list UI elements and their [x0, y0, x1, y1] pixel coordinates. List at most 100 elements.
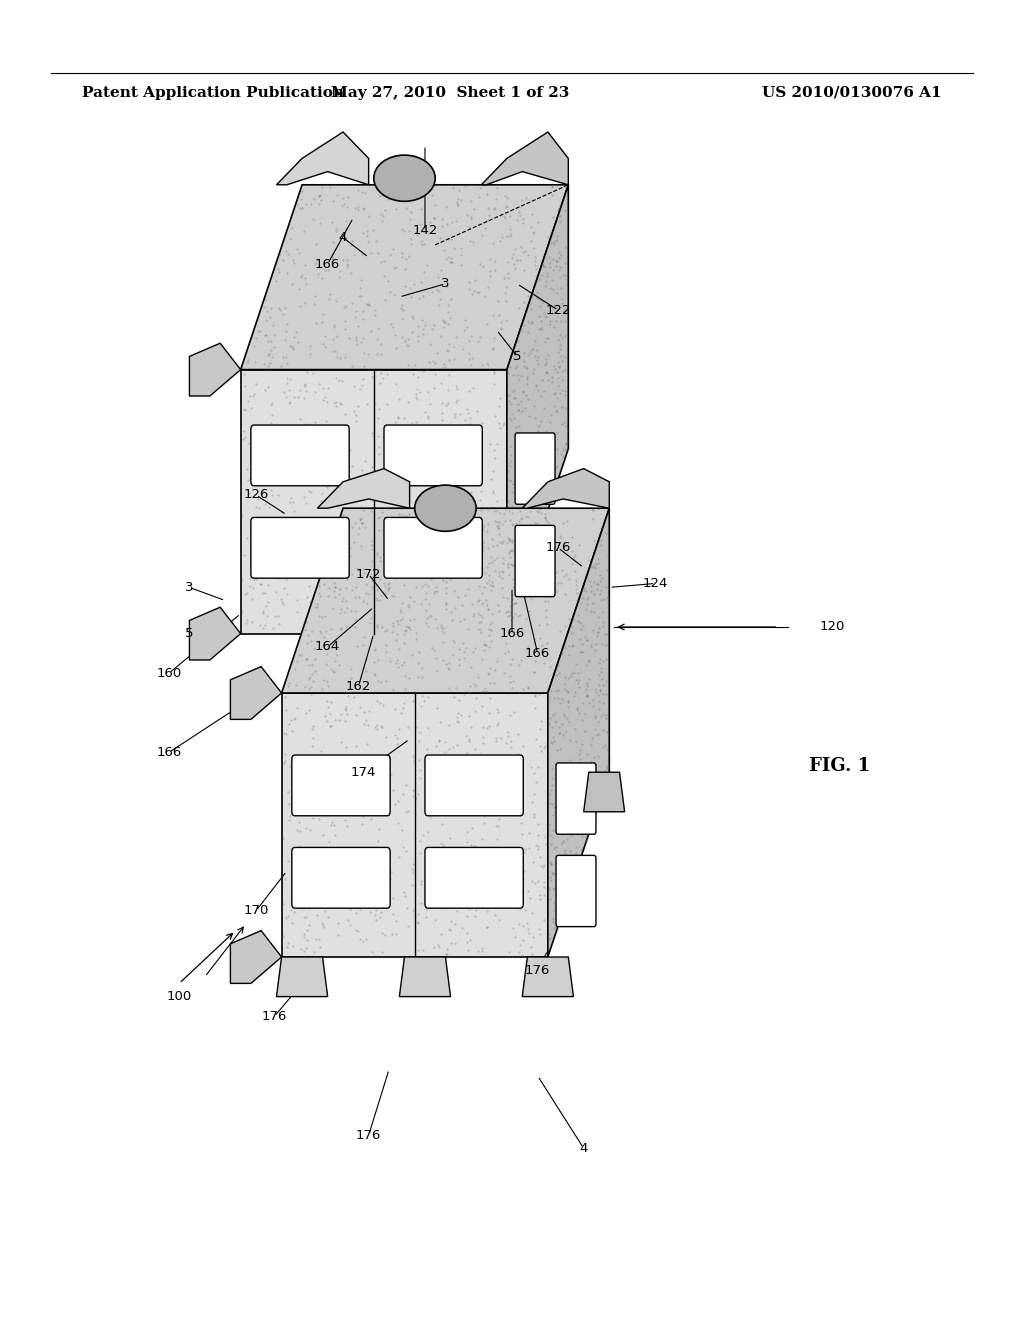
Point — [388, 565, 404, 586]
Point — [402, 286, 419, 308]
Point — [292, 836, 308, 857]
Point — [562, 824, 579, 845]
Point — [361, 206, 378, 227]
Point — [358, 878, 375, 899]
Point — [327, 341, 343, 362]
Point — [358, 649, 375, 671]
Point — [280, 457, 296, 478]
Point — [281, 906, 297, 927]
Point — [514, 190, 530, 211]
Point — [506, 253, 522, 275]
Point — [543, 543, 559, 564]
Point — [334, 371, 350, 392]
Point — [337, 210, 353, 231]
Point — [503, 436, 519, 457]
Point — [548, 796, 564, 817]
Point — [274, 304, 291, 325]
Point — [444, 507, 461, 528]
Point — [347, 616, 364, 638]
Point — [494, 318, 510, 339]
Point — [557, 871, 573, 892]
Point — [258, 429, 274, 450]
Point — [530, 447, 547, 469]
Point — [579, 685, 595, 706]
Point — [401, 610, 418, 631]
Point — [299, 632, 315, 653]
Point — [543, 404, 559, 425]
Point — [528, 259, 545, 280]
Point — [285, 527, 301, 548]
Point — [585, 499, 601, 520]
Point — [399, 898, 416, 919]
Point — [579, 821, 595, 842]
Point — [545, 878, 561, 899]
Point — [441, 251, 458, 272]
Point — [416, 261, 432, 282]
Point — [593, 517, 609, 539]
Point — [562, 729, 579, 750]
Point — [306, 458, 323, 479]
Point — [294, 767, 310, 788]
Point — [549, 665, 565, 686]
Point — [310, 777, 327, 799]
Point — [447, 407, 464, 428]
Point — [465, 606, 481, 627]
Point — [316, 789, 333, 810]
Point — [274, 249, 291, 271]
Point — [431, 882, 447, 903]
Point — [305, 780, 322, 801]
Point — [298, 554, 314, 576]
Point — [583, 570, 599, 591]
Point — [297, 619, 313, 640]
Point — [457, 176, 473, 197]
Point — [407, 354, 423, 375]
Point — [390, 407, 407, 428]
Point — [257, 288, 273, 309]
Point — [300, 700, 316, 721]
Point — [293, 841, 309, 862]
Point — [344, 579, 360, 601]
Point — [286, 252, 302, 273]
Point — [411, 315, 427, 337]
Point — [589, 626, 605, 647]
Point — [474, 582, 490, 603]
Point — [418, 883, 434, 904]
Point — [286, 500, 302, 521]
Point — [340, 253, 356, 275]
Point — [264, 457, 281, 478]
Point — [279, 314, 295, 335]
Point — [395, 574, 412, 595]
Point — [395, 408, 412, 429]
Point — [553, 528, 569, 549]
Point — [305, 771, 322, 792]
Point — [446, 404, 463, 425]
Point — [285, 338, 301, 359]
Point — [562, 804, 579, 825]
Point — [552, 784, 568, 805]
Point — [455, 557, 471, 578]
Point — [519, 322, 536, 343]
Point — [593, 657, 609, 678]
Point — [516, 548, 532, 569]
Point — [560, 692, 577, 713]
Point — [544, 546, 560, 568]
Point — [567, 669, 584, 690]
Point — [378, 533, 394, 554]
Point — [548, 659, 564, 680]
Point — [440, 341, 457, 362]
Point — [270, 261, 287, 282]
Point — [525, 927, 542, 948]
Point — [554, 360, 570, 381]
Point — [342, 915, 358, 936]
Point — [271, 457, 288, 478]
Point — [513, 508, 529, 529]
Point — [541, 924, 557, 945]
Point — [293, 898, 309, 919]
Point — [585, 696, 601, 717]
Point — [539, 352, 555, 374]
Point — [253, 444, 269, 465]
Point — [527, 265, 544, 286]
Point — [498, 643, 514, 664]
Point — [404, 874, 421, 895]
Point — [511, 416, 527, 437]
